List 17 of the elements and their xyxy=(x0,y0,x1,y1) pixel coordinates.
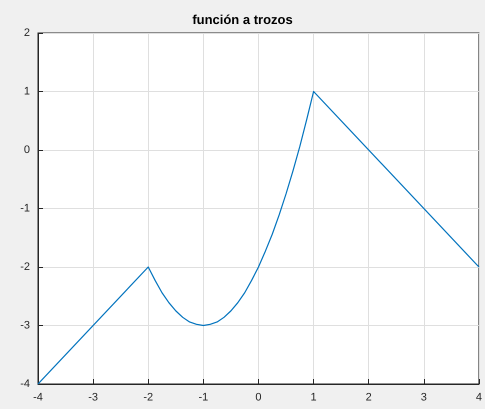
x-tick-label: -1 xyxy=(198,392,208,404)
x-tick-label: 4 xyxy=(476,392,482,404)
y-tick-label: -4 xyxy=(20,378,30,390)
y-tick-label: -1 xyxy=(20,202,30,214)
x-tick-label: -3 xyxy=(88,392,98,404)
y-tick-label: -3 xyxy=(20,320,30,332)
x-tick-label: 0 xyxy=(255,392,262,404)
x-tick-label: 1 xyxy=(310,392,317,404)
y-tick-label: -2 xyxy=(20,261,30,273)
x-tick-label: 3 xyxy=(420,392,427,404)
x-tick-label: 2 xyxy=(366,392,372,404)
y-tick-label: 2 xyxy=(24,27,30,39)
x-tick-label: -4 xyxy=(33,392,43,404)
x-tick-label: -2 xyxy=(143,392,154,404)
chart-title: función a trozos xyxy=(192,12,293,27)
y-tick-label: 1 xyxy=(24,86,30,98)
y-tick-label: 0 xyxy=(24,144,30,156)
